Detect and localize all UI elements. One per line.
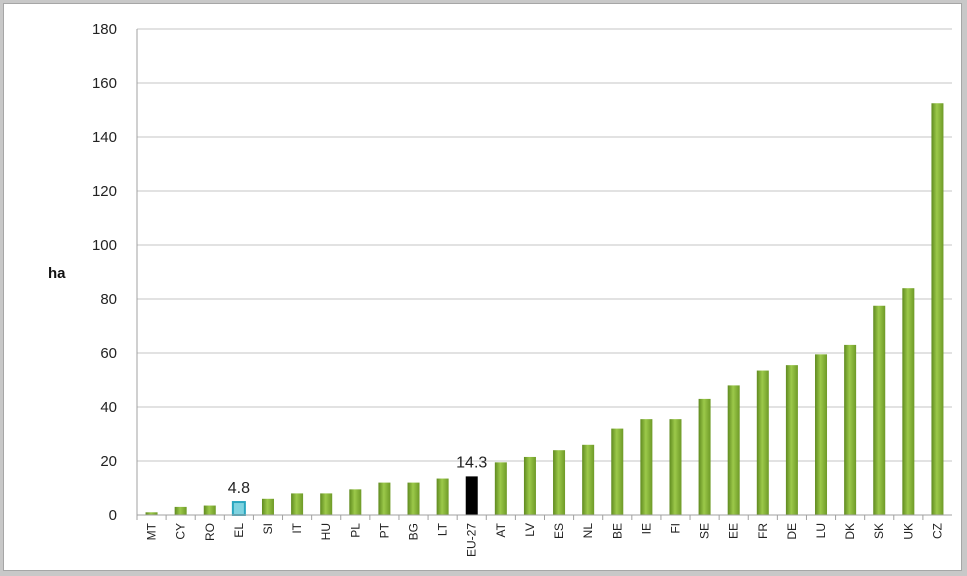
bar-at <box>494 462 507 515</box>
bar-es <box>553 450 566 515</box>
data-label-el: 4.8 <box>228 480 250 497</box>
bar-fr <box>756 370 769 515</box>
x-tick-label: NL <box>581 523 595 539</box>
bar-cy <box>174 506 187 515</box>
x-tick-label: RO <box>203 523 217 541</box>
x-tick-label: PT <box>377 522 391 538</box>
y-tick-label: 0 <box>109 507 117 524</box>
x-tick-label: CY <box>174 523 188 540</box>
chart-frame <box>3 3 962 571</box>
bar-lt <box>436 478 449 515</box>
x-tick-label: BG <box>407 523 421 540</box>
y-tick-label: 120 <box>92 183 117 200</box>
y-tick-label: 80 <box>100 291 117 308</box>
x-tick-label: SK <box>872 523 886 539</box>
x-tick-label: MT <box>145 522 159 540</box>
x-tick-label: BE <box>610 523 624 539</box>
data-label-eu-27: 14.3 <box>456 454 487 471</box>
bar-mt <box>145 512 158 515</box>
bar-si <box>261 498 274 515</box>
bar-pt <box>378 482 391 515</box>
bar-it <box>291 493 304 515</box>
bar-cz <box>931 103 944 515</box>
bar-fi <box>669 419 682 515</box>
x-tick-label: SI <box>261 523 275 534</box>
bar-hu <box>320 493 333 515</box>
x-tick-label: SE <box>698 523 712 539</box>
bar-pl <box>349 489 362 515</box>
x-tick-label: CZ <box>930 523 944 539</box>
x-tick-label: LU <box>814 523 828 538</box>
y-tick-label: 140 <box>92 129 117 146</box>
bar-el <box>231 501 246 517</box>
bar-lu <box>815 354 828 515</box>
x-tick-label: IE <box>639 523 653 534</box>
bar-nl <box>582 444 595 515</box>
x-tick-label: ES <box>552 523 566 539</box>
x-tick-label: FI <box>668 523 682 534</box>
bar-lv <box>523 456 536 515</box>
x-tick-label: LT <box>436 522 450 536</box>
x-tick-label: LV <box>523 523 537 537</box>
x-tick-label: IT <box>290 522 304 533</box>
bar-ie <box>640 419 653 515</box>
bar-uk <box>902 288 915 515</box>
y-tick-label: 160 <box>92 75 117 92</box>
x-tick-label: PL <box>348 523 362 538</box>
data-labels: 4.8 14.3 <box>228 454 488 497</box>
bar-ro <box>203 505 216 515</box>
bar-bg <box>407 482 420 515</box>
y-tick-labels: 0 20 40 60 80 100 120 140 160 180 <box>92 21 117 524</box>
bar-ee <box>727 385 740 515</box>
x-tick-label: HU <box>319 523 333 540</box>
x-tick-label: AT <box>494 522 508 537</box>
y-axis-label: ha <box>48 265 66 282</box>
x-tick-label: EE <box>727 523 741 539</box>
x-tick-label: EU-27 <box>465 523 479 557</box>
gridlines <box>137 28 952 462</box>
x-tick-labels: MT CY RO EL SI IT HU PL PT BG LT EU-27 AT LV ES NL BE IE F… <box>136 515 944 557</box>
y-tick-label: 60 <box>100 345 117 362</box>
bar-dk <box>844 344 857 515</box>
x-tick-label: UK <box>901 523 915 540</box>
y-tick-label: 20 <box>100 453 117 470</box>
y-tick-label: 40 <box>100 399 117 416</box>
x-tick-label: FR <box>756 523 770 539</box>
bar-sk <box>873 305 886 515</box>
bars <box>145 103 944 517</box>
bar-be <box>611 428 624 515</box>
bar-eu-27 <box>465 476 478 515</box>
y-tick-label: 100 <box>92 237 117 254</box>
x-tick-label: DE <box>785 523 799 540</box>
x-tick-label: DK <box>843 523 857 540</box>
bar-de <box>785 365 798 515</box>
bar-se <box>698 398 711 515</box>
x-tick-label: EL <box>232 523 246 538</box>
y-tick-label: 180 <box>92 21 117 38</box>
